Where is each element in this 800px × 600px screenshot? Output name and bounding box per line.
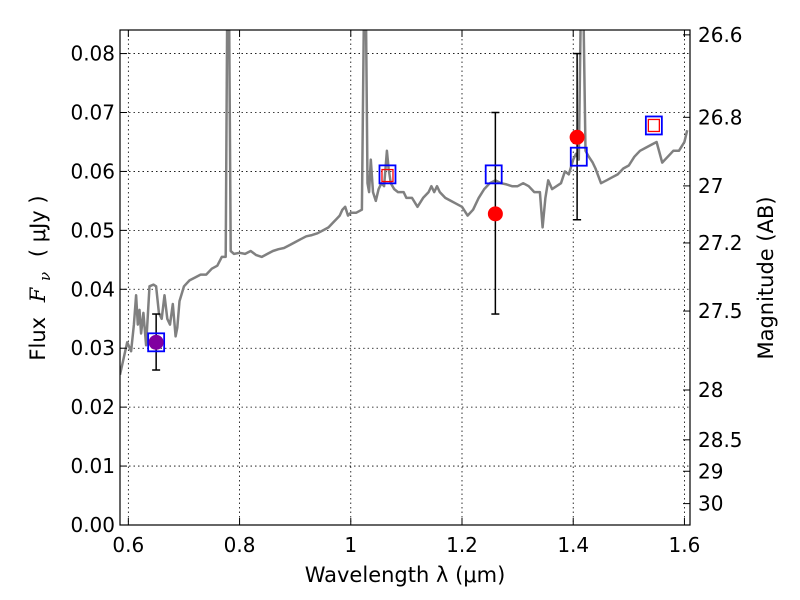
y-tick-label: 0.05 — [70, 218, 115, 242]
y-axis-label-math: F — [26, 286, 50, 303]
y2-axis-label: Magnitude (AB) — [754, 196, 778, 359]
x-tick-label: 1.4 — [557, 533, 589, 557]
y-tick-label: 0.00 — [70, 513, 115, 537]
y2-tick-label: 27.5 — [698, 299, 743, 323]
plot-frame — [119, 29, 691, 526]
y-axis-label: Flux F ν ( μJy ) — [26, 195, 55, 360]
model-layer — [147, 115, 663, 353]
measured-point — [487, 206, 503, 222]
model-box-marker — [378, 164, 397, 185]
model-box-marker — [569, 146, 588, 167]
y-axis-label-text: Flux — [26, 317, 50, 361]
model-box-marker — [644, 115, 663, 136]
x-tick-label: 0.8 — [224, 533, 256, 557]
measured-point — [569, 129, 585, 145]
y-tick-label: 0.02 — [70, 395, 115, 419]
y-axis-label-math-sub: ν — [36, 272, 54, 281]
x-tick-label: 1.2 — [446, 533, 478, 557]
x-tick-label: 1 — [344, 533, 357, 557]
y-axis-label-unit: ( μJy ) — [26, 195, 50, 257]
x-tick-label: 1.6 — [669, 533, 701, 557]
tick-layer: 0.6 0.8 1 1.2 1.4 1.6 0.00 0.01 0.02 0.03 0.04 0.05… — [70, 23, 742, 557]
y-tick-label: 0.07 — [70, 101, 115, 125]
model-box-marker — [484, 164, 503, 185]
y2-tick-label: 30 — [698, 492, 723, 516]
y-tick-label: 0.01 — [70, 454, 115, 478]
y-tick-label: 0.08 — [70, 42, 115, 66]
y2-tick-label: 26.8 — [698, 105, 743, 129]
x-axis-label: Wavelength λ (μm) — [305, 563, 506, 587]
y2-tick-label: 27 — [698, 174, 723, 198]
y-tick-label: 0.03 — [70, 336, 115, 360]
x-tick-label: 0.6 — [112, 533, 144, 557]
measured-layer — [148, 129, 585, 350]
y2-tick-label: 29 — [698, 459, 723, 483]
measured-point — [148, 334, 164, 350]
y2-tick-label: 28.5 — [698, 428, 743, 452]
model-small-marker — [381, 168, 394, 183]
model-small-marker — [647, 118, 661, 133]
y2-tick-label: 28 — [698, 378, 723, 402]
model-box-marker — [147, 332, 166, 353]
spectrum-line — [120, 30, 689, 375]
svg-text:Flux F ν ( μ: Flux F ν ( μJy ) — [26, 195, 55, 360]
y-tick-label: 0.04 — [70, 277, 115, 301]
y2-tick-label: 26.6 — [698, 23, 743, 47]
y2-tick-label: 27.2 — [698, 231, 743, 255]
spectrum-layer — [120, 30, 689, 375]
grid-layer — [120, 30, 690, 526]
y-tick-label: 0.06 — [70, 159, 115, 183]
